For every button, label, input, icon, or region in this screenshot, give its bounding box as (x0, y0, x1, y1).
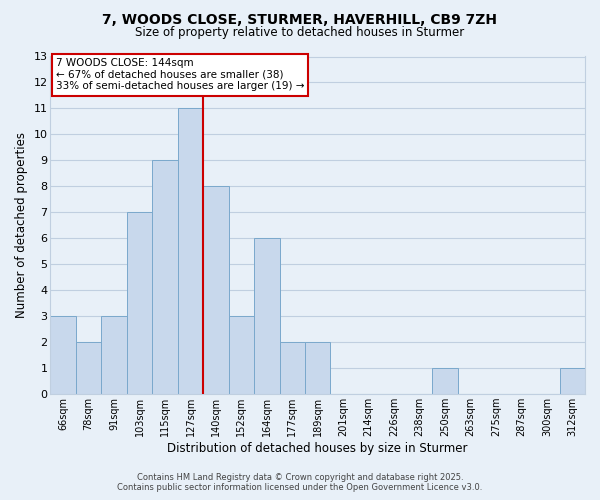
Bar (76, 342, 101, 394)
Bar (432, 368, 458, 394)
Bar (229, 316, 254, 394)
Y-axis label: Number of detached properties: Number of detached properties (15, 132, 28, 318)
Bar (101, 316, 127, 394)
Bar (560, 368, 585, 394)
Bar (127, 212, 152, 394)
Text: 7, WOODS CLOSE, STURMER, HAVERHILL, CB9 7ZH: 7, WOODS CLOSE, STURMER, HAVERHILL, CB9 … (103, 12, 497, 26)
Bar (305, 342, 331, 394)
Bar (178, 108, 203, 394)
Text: Contains HM Land Registry data © Crown copyright and database right 2025.
Contai: Contains HM Land Registry data © Crown c… (118, 473, 482, 492)
Bar (280, 342, 305, 394)
Bar (152, 160, 178, 394)
Bar (203, 186, 229, 394)
Text: Size of property relative to detached houses in Sturmer: Size of property relative to detached ho… (136, 26, 464, 39)
Bar (50, 316, 76, 394)
Bar (254, 238, 280, 394)
X-axis label: Distribution of detached houses by size in Sturmer: Distribution of detached houses by size … (167, 442, 468, 455)
Text: 7 WOODS CLOSE: 144sqm
← 67% of detached houses are smaller (38)
33% of semi-deta: 7 WOODS CLOSE: 144sqm ← 67% of detached … (56, 58, 304, 92)
